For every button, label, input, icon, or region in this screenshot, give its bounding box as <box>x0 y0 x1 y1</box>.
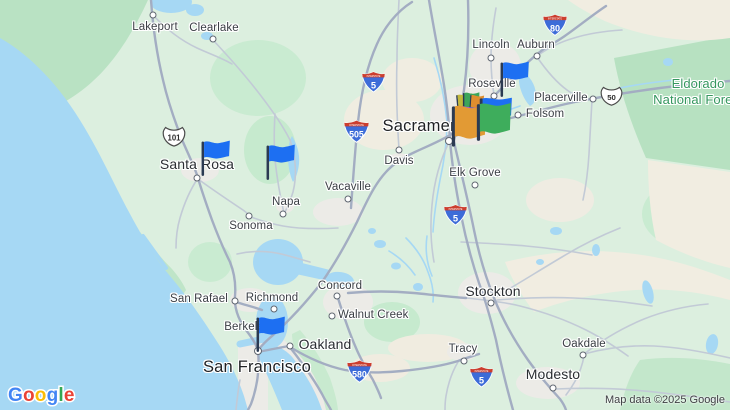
interstate-shield-5-north: INTERSTATE 5 <box>361 71 386 93</box>
svg-text:INTERSTATE: INTERSTATE <box>367 75 381 78</box>
city-label-napa[interactable]: Napa <box>272 196 300 208</box>
logo-letter-g2: g <box>47 385 59 406</box>
city-dot-santa-rosa[interactable] <box>193 174 201 182</box>
city-label-walnut-creek[interactable]: Walnut Creek <box>338 309 409 321</box>
svg-text:5: 5 <box>479 375 484 385</box>
svg-text:INTERSTATE: INTERSTATE <box>349 124 364 127</box>
city-label-davis[interactable]: Davis <box>384 155 414 167</box>
city-dot-auburn[interactable] <box>533 52 541 60</box>
svg-text:5: 5 <box>371 80 376 90</box>
interstate-shield-505: INTERSTATE 505 <box>343 120 370 143</box>
city-label-placerville[interactable]: Placerville <box>534 92 588 104</box>
city-dot-sonoma[interactable] <box>245 212 253 220</box>
google-logo[interactable]: Google <box>6 382 78 408</box>
city-label-san-francisco[interactable]: San Francisco <box>202 358 312 376</box>
city-label-san-rafael[interactable]: San Rafael <box>170 293 228 305</box>
city-label-sacramento[interactable]: Sacramento <box>382 117 474 135</box>
svg-text:INTERSTATE: INTERSTATE <box>449 208 463 211</box>
flag-marker-santa-rosa-west[interactable] <box>200 140 231 177</box>
city-label-elk-grove[interactable]: Elk Grove <box>449 167 501 179</box>
city-label-tracy[interactable]: Tracy <box>448 343 478 355</box>
city-label-modesto[interactable]: Modesto <box>525 366 581 382</box>
city-dot-richmond[interactable] <box>270 305 278 313</box>
city-label-sonoma[interactable]: Sonoma <box>229 220 273 232</box>
city-label-clearlake[interactable]: Clearlake <box>189 22 239 34</box>
city-label-vacaville[interactable]: Vacaville <box>324 181 372 193</box>
city-dot-walnut-creek[interactable] <box>328 312 336 320</box>
city-dot-davis[interactable] <box>395 146 403 154</box>
svg-text:50: 50 <box>607 93 616 102</box>
city-dot-stockton[interactable] <box>487 299 495 307</box>
city-dot-lincoln[interactable] <box>487 54 495 62</box>
svg-text:INTERSTATE: INTERSTATE <box>475 370 489 373</box>
us-route-shield-50: 50 <box>600 86 623 106</box>
logo-letter-o2: o <box>35 385 47 406</box>
city-label-folsom[interactable]: Folsom <box>525 108 565 120</box>
city-label-concord[interactable]: Concord <box>317 280 363 292</box>
svg-text:5: 5 <box>453 213 458 223</box>
city-dot-oakdale[interactable] <box>579 351 587 359</box>
city-label-lakeport[interactable]: Lakeport <box>132 21 178 33</box>
city-dot-tracy[interactable] <box>460 357 468 365</box>
logo-letter-l: l <box>58 385 63 406</box>
city-label-roseville[interactable]: Roseville <box>468 78 516 90</box>
city-label-oakland[interactable]: Oakland <box>298 336 352 352</box>
svg-text:580: 580 <box>352 370 367 380</box>
city-label-santa-rosa[interactable]: Santa Rosa <box>159 156 235 172</box>
area-label-line2: National Forest <box>653 91 730 107</box>
city-label-auburn[interactable]: Auburn <box>517 39 555 51</box>
svg-text:INTERSTATE: INTERSTATE <box>352 364 367 367</box>
interstate-shield-5-mid: INTERSTATE 5 <box>443 204 468 226</box>
city-label-stockton[interactable]: Stockton <box>465 283 521 299</box>
map-attribution: Map data ©2025 Google <box>604 394 725 406</box>
svg-text:Google: Google <box>8 385 75 406</box>
city-label-lincoln[interactable]: Lincoln <box>472 39 510 51</box>
city-dot-elk-grove[interactable] <box>471 181 479 189</box>
svg-text:80: 80 <box>550 23 560 33</box>
interstate-shield-580: INTERSTATE 580 <box>346 360 373 383</box>
city-dot-san-rafael[interactable] <box>231 297 239 305</box>
city-label-oakdale[interactable]: Oakdale <box>562 338 606 350</box>
flag-marker-roseville-auburn[interactable] <box>499 61 530 98</box>
us-route-shield-101: 101 <box>162 126 186 147</box>
interstate-shield-80: INTERSTATE 80 <box>542 14 568 36</box>
svg-text:101: 101 <box>167 134 181 143</box>
logo-letter-o1: o <box>23 385 35 406</box>
city-dot-folsom[interactable] <box>514 111 522 119</box>
logo-letter-e: e <box>64 385 75 406</box>
city-dot-modesto[interactable] <box>549 384 557 392</box>
city-dot-placerville[interactable] <box>589 95 597 103</box>
city-dot-roseville[interactable] <box>490 92 498 100</box>
flag-marker-sacramento-green[interactable] <box>475 102 512 143</box>
area-label-eldorado-national-forest: Eldorado National Forest <box>653 76 730 107</box>
svg-text:505: 505 <box>349 130 364 140</box>
city-dot-napa[interactable] <box>279 210 287 218</box>
city-dot-vacaville[interactable] <box>344 195 352 203</box>
city-dot-lakeport[interactable] <box>149 11 157 19</box>
interstate-shield-5-south: INTERSTATE 5 <box>469 366 494 388</box>
flag-marker-berkeley[interactable] <box>255 316 286 353</box>
area-label-line1: Eldorado <box>671 76 725 91</box>
flag-marker-santa-rosa-east[interactable] <box>265 144 296 181</box>
city-label-richmond[interactable]: Richmond <box>245 292 299 304</box>
city-dot-clearlake[interactable] <box>209 35 217 43</box>
svg-text:INTERSTATE: INTERSTATE <box>548 18 563 21</box>
logo-letter-g1: G <box>8 385 23 406</box>
city-dot-oakland[interactable] <box>286 342 294 350</box>
city-dot-concord[interactable] <box>333 292 341 300</box>
